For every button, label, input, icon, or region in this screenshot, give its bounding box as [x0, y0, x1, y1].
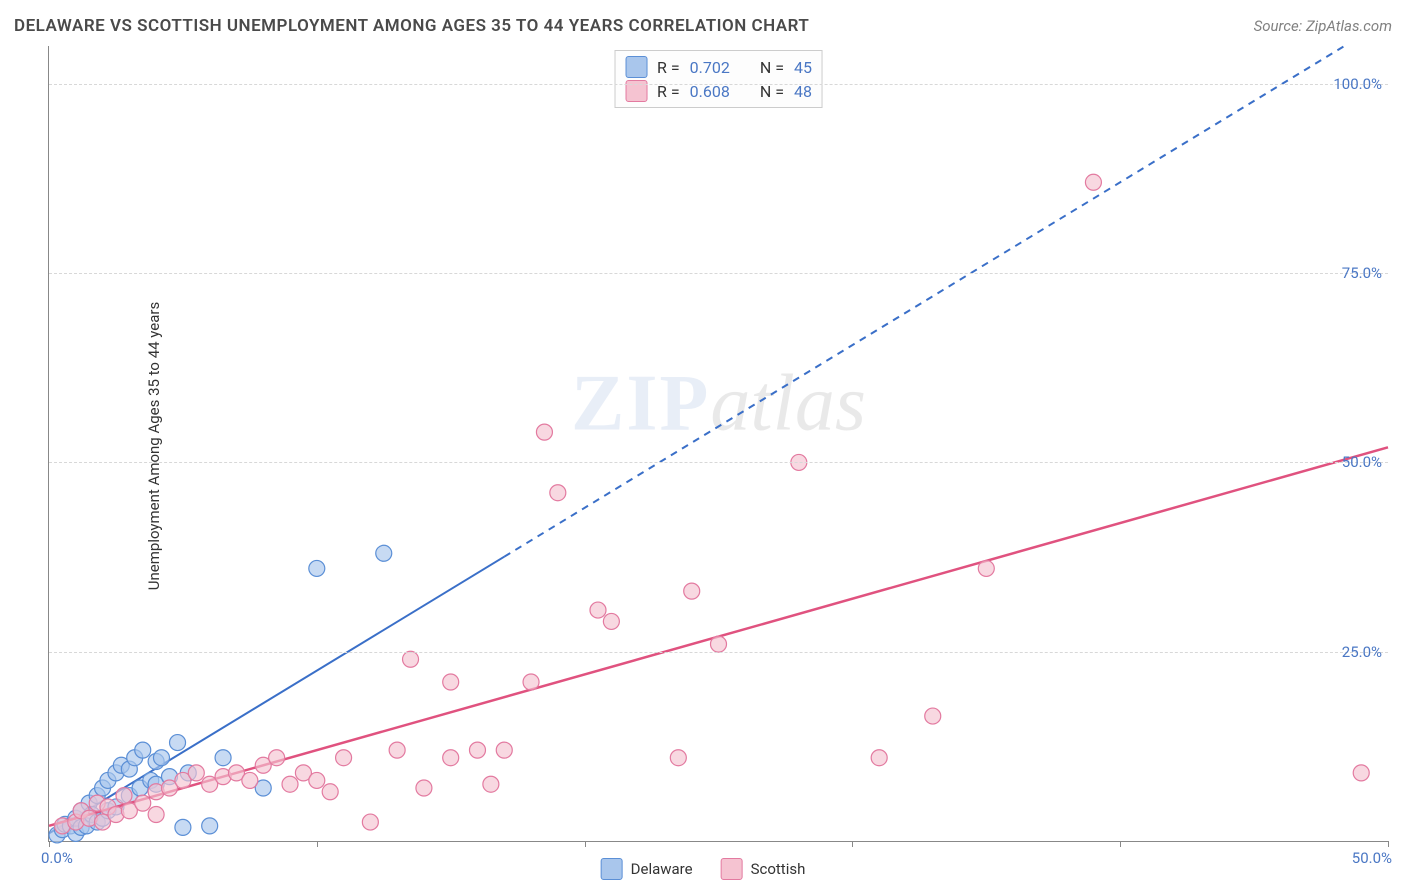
- data-point: [670, 750, 686, 766]
- data-point: [153, 750, 169, 766]
- trend-line: [504, 46, 1344, 557]
- data-point: [269, 750, 285, 766]
- data-point: [309, 772, 325, 788]
- x-origin-label: 0.0%: [41, 849, 73, 867]
- y-tick-label: 75.0%: [1342, 264, 1382, 282]
- series-legend: Delaware Scottish: [601, 858, 806, 880]
- legend-item: Delaware: [601, 858, 693, 880]
- data-point: [362, 814, 378, 830]
- data-point: [443, 674, 459, 690]
- gridline-h: [49, 462, 1388, 463]
- data-point: [403, 651, 419, 667]
- data-point: [711, 636, 727, 652]
- legend-label: Delaware: [631, 860, 693, 878]
- data-point: [116, 788, 132, 804]
- data-point: [483, 776, 499, 792]
- y-tick-label: 50.0%: [1342, 453, 1382, 471]
- data-point: [469, 742, 485, 758]
- x-tick: [49, 841, 50, 847]
- x-tick: [1388, 841, 1389, 847]
- data-point: [603, 613, 619, 629]
- x-tick: [317, 841, 318, 847]
- data-point: [148, 807, 164, 823]
- data-point: [336, 750, 352, 766]
- data-point: [242, 772, 258, 788]
- source-label: Source: ZipAtlas.com: [1254, 17, 1392, 35]
- data-point: [135, 795, 151, 811]
- gridline-h: [49, 273, 1388, 274]
- data-point: [1353, 765, 1369, 781]
- x-max-label: 50.0%: [1352, 849, 1392, 867]
- data-point: [590, 602, 606, 618]
- data-point: [175, 819, 191, 835]
- data-point: [170, 735, 186, 751]
- data-point: [135, 742, 151, 758]
- data-point: [496, 742, 512, 758]
- gridline-h: [49, 84, 1388, 85]
- scatter-plot: [49, 46, 1388, 841]
- data-point: [282, 776, 298, 792]
- data-point: [978, 560, 994, 576]
- data-point: [416, 780, 432, 796]
- chart-area: ZIPatlas R =0.702N =45R =0.608N =48 0.0%…: [48, 46, 1388, 842]
- data-point: [215, 750, 231, 766]
- data-point: [523, 674, 539, 690]
- data-point: [376, 545, 392, 561]
- y-tick-label: 25.0%: [1342, 643, 1382, 661]
- data-point: [309, 560, 325, 576]
- gridline-h: [49, 652, 1388, 653]
- data-point: [322, 784, 338, 800]
- data-point: [871, 750, 887, 766]
- data-point: [925, 708, 941, 724]
- data-point: [443, 750, 459, 766]
- data-point: [202, 818, 218, 834]
- x-tick: [852, 841, 853, 847]
- data-point: [1085, 174, 1101, 190]
- legend-swatch: [601, 858, 623, 880]
- x-tick: [585, 841, 586, 847]
- data-point: [684, 583, 700, 599]
- data-point: [188, 765, 204, 781]
- legend-label: Scottish: [751, 860, 806, 878]
- data-point: [536, 424, 552, 440]
- data-point: [550, 485, 566, 501]
- legend-item: Scottish: [721, 858, 806, 880]
- legend-swatch: [721, 858, 743, 880]
- x-tick: [1120, 841, 1121, 847]
- chart-title: DELAWARE VS SCOTTISH UNEMPLOYMENT AMONG …: [14, 16, 809, 36]
- data-point: [389, 742, 405, 758]
- y-tick-label: 100.0%: [1333, 75, 1382, 93]
